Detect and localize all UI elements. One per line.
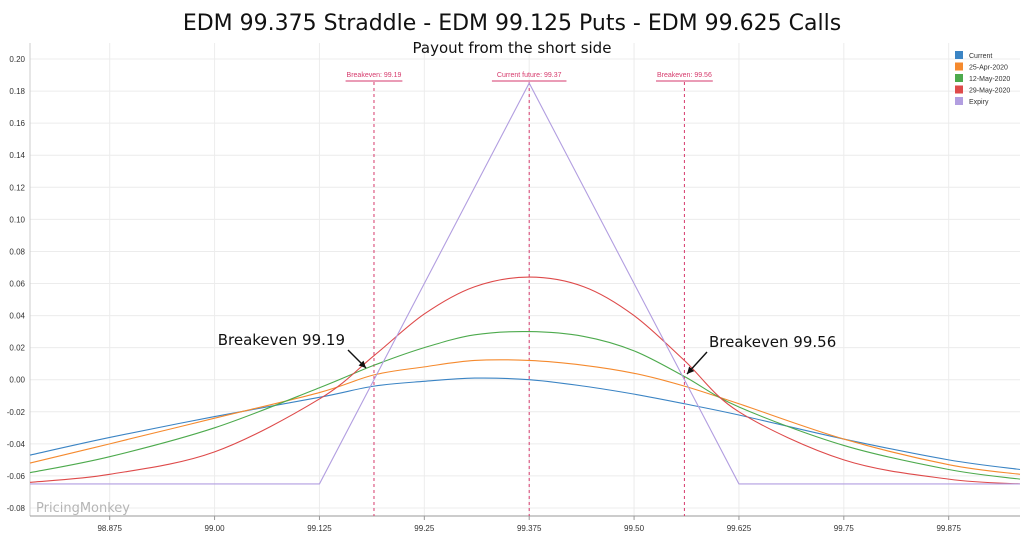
series-line-12-may-2020[interactable] (29, 331, 1021, 480)
y-tick-label: -0.04 (7, 440, 26, 449)
y-tick-label: 0.04 (9, 312, 25, 321)
series-group (29, 81, 1021, 485)
reference-line-label: Current future: 99.37 (497, 72, 562, 79)
y-tick-label: -0.02 (7, 408, 26, 417)
legend-label[interactable]: 29-May-2020 (969, 88, 1010, 95)
y-tick-label: 0.12 (9, 183, 25, 192)
y-tick-label: 0.20 (9, 55, 25, 64)
y-tick-label: -0.06 (7, 472, 26, 481)
legend-label[interactable]: 12-May-2020 (969, 76, 1010, 83)
x-tick-label: 99.625 (727, 524, 752, 533)
legend-swatch[interactable] (955, 51, 963, 59)
y-tick-label: 0.18 (9, 87, 25, 96)
y-tick-label: -0.08 (7, 504, 26, 513)
legend-label[interactable]: Current (969, 53, 992, 60)
y-tick-label: 0.00 (9, 376, 25, 385)
breakeven-annotation: Breakeven 99.56 (709, 333, 836, 351)
legend-swatch[interactable] (955, 74, 963, 82)
chart-title: EDM 99.375 Straddle - EDM 99.125 Puts - … (183, 11, 841, 36)
series-line-29-may-2020[interactable] (29, 276, 1021, 485)
axes: 0.20 0.18 0.16 0.14 0.12 0.10 0.08 0.06 0.04 0.02… (7, 43, 1020, 533)
x-tick-label: 99.00 (205, 524, 226, 533)
legend-swatch[interactable] (955, 62, 963, 71)
y-tick-label: 0.08 (9, 247, 25, 256)
legend-swatch[interactable] (955, 97, 963, 105)
legend-label[interactable]: 25-Apr-2020 (969, 65, 1008, 72)
legend-label[interactable]: Expiry (969, 99, 989, 106)
legend[interactable]: Current 25-Apr-2020 12-May-2020 29-May-2020… (955, 51, 1010, 106)
chart-subtitle: Payout from the short side (413, 39, 612, 57)
x-tick-label: 99.875 (936, 524, 961, 533)
reference-line-label: Breakeven: 99.56 (657, 72, 712, 79)
series-line-expiry[interactable] (30, 81, 1020, 485)
grid (30, 43, 1020, 516)
x-tick-label: 99.50 (624, 524, 645, 533)
x-tick-label: 99.375 (517, 524, 542, 533)
legend-swatch[interactable] (955, 85, 963, 94)
x-tick-label: 99.75 (834, 524, 855, 533)
y-tick-label: 0.16 (9, 119, 25, 128)
y-tick-label: 0.14 (9, 151, 25, 160)
series-line-current[interactable] (29, 377, 1021, 471)
y-tick-label: 0.02 (9, 344, 25, 353)
x-tick-label: 99.25 (414, 524, 435, 533)
annotation-arrowhead (687, 366, 695, 374)
annotations: Breakeven 99.19 Breakeven 99.56 (218, 331, 836, 375)
y-tick-label: 0.06 (9, 280, 25, 289)
reference-line-label: Breakeven: 99.19 (347, 72, 402, 79)
x-tick-label: 98.875 (97, 524, 122, 533)
breakeven-annotation: Breakeven 99.19 (218, 331, 345, 349)
watermark: PricingMonkey (36, 501, 130, 516)
series-line-25-apr-2020[interactable] (29, 359, 1021, 475)
x-tick-label: 99.125 (307, 524, 332, 533)
reference-lines: Breakeven: 99.19 Current future: 99.37 Bre… (345, 72, 713, 516)
annotation-arrowhead (358, 360, 366, 368)
y-tick-label: 0.10 (9, 215, 25, 224)
